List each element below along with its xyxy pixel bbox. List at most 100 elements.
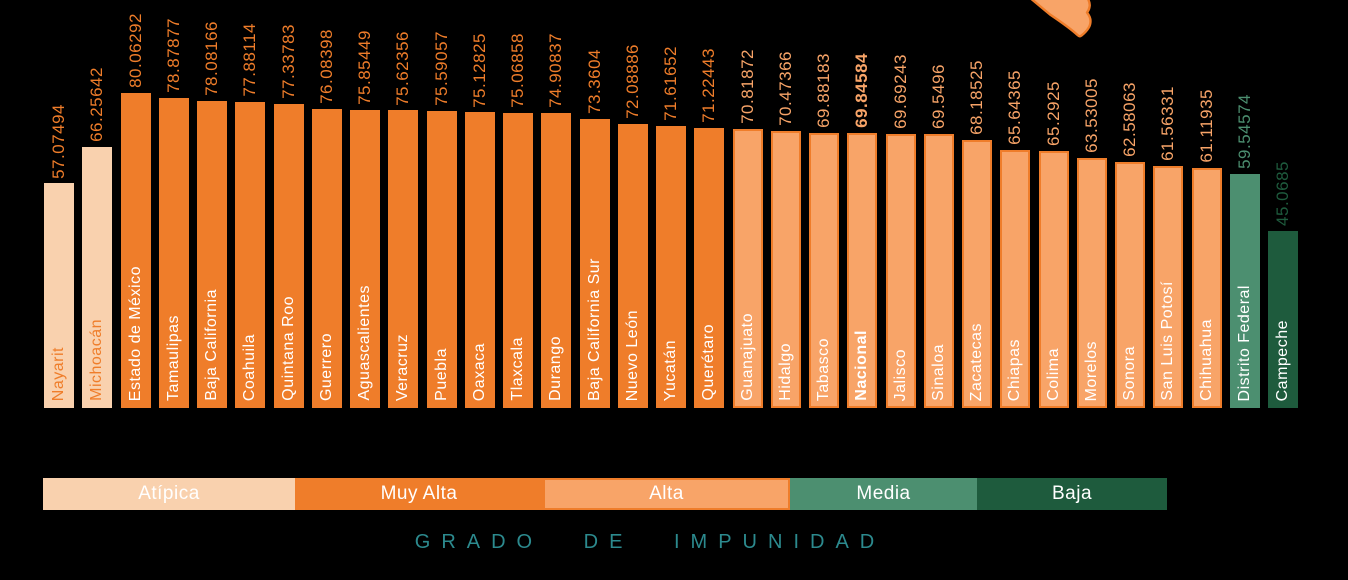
bar xyxy=(962,139,992,408)
bar xyxy=(1076,158,1107,408)
bar-value-label: 70.81872 xyxy=(737,49,757,125)
legend-segment-alta: Alta xyxy=(543,478,790,510)
bar xyxy=(464,112,495,408)
bar xyxy=(923,134,954,408)
legend-segment-media: Media xyxy=(790,478,977,510)
bar-name-label: Baja California xyxy=(203,289,220,401)
bar-name-label: Tabasco xyxy=(815,337,832,401)
bar-value-label: 68.18525 xyxy=(967,59,986,135)
bar-value-label: 75.06858 xyxy=(508,32,527,108)
bar-name-label: Durango xyxy=(547,336,565,401)
bar xyxy=(847,133,878,408)
bar xyxy=(617,124,648,408)
bar xyxy=(656,126,686,408)
bar-value-label: 75.62356 xyxy=(393,30,413,106)
bar-name-label: Sinaloa xyxy=(929,344,947,401)
bar-value-label: 65.2925 xyxy=(1043,81,1063,147)
bar-value-label: 66.25642 xyxy=(87,67,107,143)
bar-name-label: Aguascalientes xyxy=(356,285,373,401)
bar-value-label: 61.11935 xyxy=(1196,88,1216,163)
chart-title: GRADO DE IMPUNIDAD xyxy=(414,531,886,553)
bar xyxy=(694,127,725,408)
legend-segment-muy_alta: Muy Alta xyxy=(295,478,543,510)
bar-name-label: Colima xyxy=(1044,348,1062,401)
bar xyxy=(82,147,113,408)
bar-name-label: Baja California Sur xyxy=(585,258,603,401)
bar-value-label: 65.64365 xyxy=(1005,69,1025,145)
bar xyxy=(311,108,342,408)
bar-value-label: 59.54574 xyxy=(1234,93,1254,169)
bar xyxy=(235,101,266,408)
bar xyxy=(1229,173,1260,408)
bar-name-label: Chiapas xyxy=(1006,338,1024,401)
bar-value-label: 61.56331 xyxy=(1158,85,1178,161)
bar-name-label: Nacional xyxy=(853,330,871,401)
bar-value-label: 70.47366 xyxy=(775,50,795,126)
bar-name-label: Chihuahua xyxy=(1197,319,1215,401)
bar-value-label: 80.06292 xyxy=(125,13,145,89)
bar-value-label: 75.12825 xyxy=(469,32,489,108)
bar xyxy=(158,97,189,408)
bar-name-label: Quintana Roo xyxy=(279,296,297,401)
bar xyxy=(503,112,533,408)
bar-value-label: 78.87877 xyxy=(163,17,183,93)
bar-name-label: Zacatecas xyxy=(968,322,985,401)
bar-value-label: 78.08166 xyxy=(202,20,221,96)
bar-name-label: Puebla xyxy=(432,348,450,401)
bar xyxy=(770,130,801,408)
bar xyxy=(541,113,572,408)
bar-value-label: 72.08886 xyxy=(622,44,642,120)
bar-name-label: Guerrero xyxy=(317,332,335,401)
bar xyxy=(732,129,763,408)
bar-name-label: Tlaxcala xyxy=(509,337,526,401)
bar-value-label: 75.59057 xyxy=(431,30,451,106)
bar-value-label: 45.0685 xyxy=(1273,160,1292,226)
bar xyxy=(885,133,916,408)
bar-name-label: Jalisco xyxy=(891,348,909,401)
bar xyxy=(388,110,419,408)
bar-name-label: Oaxaca xyxy=(470,342,488,401)
bar xyxy=(120,93,151,408)
bar-name-label: Estado de México xyxy=(126,265,144,401)
bar-name-label: Michoacán xyxy=(88,319,106,401)
bar-value-label: 75.85449 xyxy=(355,29,374,105)
bar-value-label: 74.90837 xyxy=(546,33,566,109)
bar-value-label: 69.88183 xyxy=(814,53,833,129)
bar-name-label: Campeche xyxy=(1274,319,1291,401)
bar-name-label: Tamaulipas xyxy=(164,315,182,401)
bar-value-label: 73.3604 xyxy=(584,49,604,115)
legend-segment-atipica: Atípica xyxy=(43,478,295,510)
bar xyxy=(44,183,74,408)
bar-value-label: 57.07494 xyxy=(49,103,68,179)
bar-value-label: 69.5496 xyxy=(928,64,948,130)
bar-name-label: Veracruz xyxy=(394,333,412,401)
bar-name-label: Sonora xyxy=(1121,346,1138,401)
bar xyxy=(1000,149,1031,408)
bar xyxy=(1268,230,1298,408)
bar-name-label: Morelos xyxy=(1082,340,1100,401)
bar-name-label: Nayarit xyxy=(50,346,67,401)
map-fragment-icon xyxy=(1030,0,1092,38)
bar xyxy=(273,103,304,408)
bar xyxy=(579,119,610,408)
bar-name-label: Hidalgo xyxy=(776,343,794,401)
bar-name-label: San Luis Potosí xyxy=(1159,281,1177,401)
bar-value-label: 77.88114 xyxy=(240,22,260,97)
legend-label: Baja xyxy=(1051,483,1093,504)
bar xyxy=(197,100,227,408)
bar-value-label: 71.22443 xyxy=(699,47,719,123)
bar xyxy=(809,133,839,408)
bar-value-label: 62.58063 xyxy=(1120,81,1139,157)
bar-value-label: 69.69243 xyxy=(890,53,910,129)
bar-value-label: 69.84584 xyxy=(852,53,872,129)
legend-label: Media xyxy=(856,483,911,504)
bar-value-label: 76.08398 xyxy=(316,28,336,104)
bar xyxy=(1115,161,1145,408)
legend-segment-baja: Baja xyxy=(977,478,1167,510)
bar-name-label: Guanajuato xyxy=(738,313,756,401)
bar xyxy=(426,110,457,408)
bar-value-label: 71.61652 xyxy=(661,46,680,122)
bar xyxy=(350,109,380,408)
legend-label: Muy Alta xyxy=(380,483,458,504)
